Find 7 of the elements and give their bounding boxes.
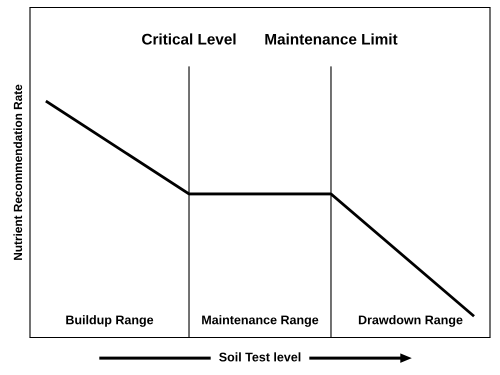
y-axis-title: Nutrient Recommendation Rate xyxy=(13,84,22,260)
annotation: Maintenance Range xyxy=(202,315,318,327)
annotation: Drawdown Range xyxy=(358,315,463,327)
annotation: Buildup Range xyxy=(66,315,154,327)
text: Maintenance Limit xyxy=(265,33,398,45)
x-axis-title: Soil Test level xyxy=(219,352,300,362)
text: Critical Level xyxy=(142,33,236,45)
